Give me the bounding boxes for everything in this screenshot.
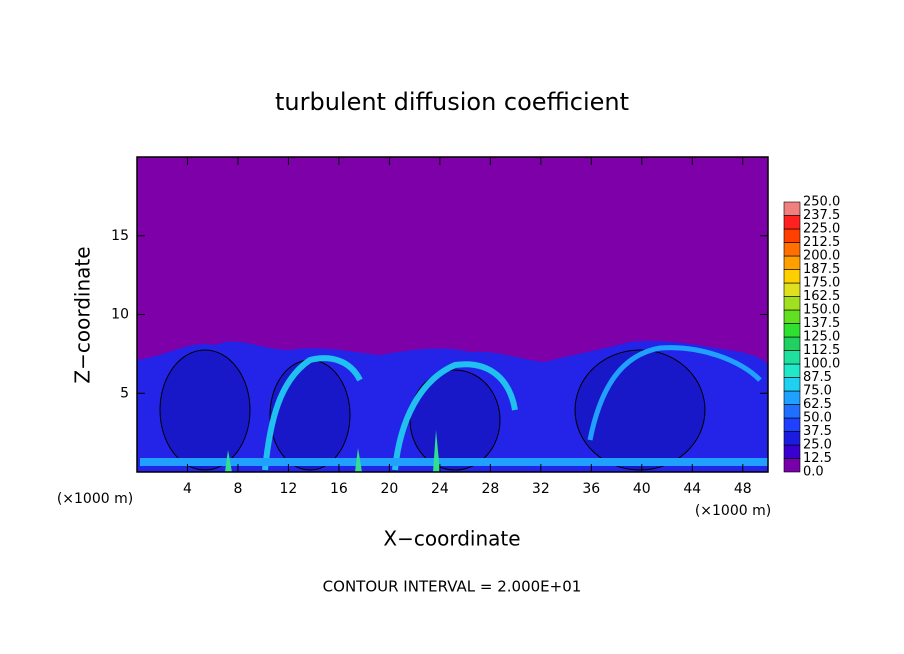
colorbar-swatch <box>783 444 801 459</box>
colorbar-swatch <box>783 296 801 311</box>
colorbar-label: 187.5 <box>803 262 840 277</box>
y-tick-label: 10 <box>111 307 129 323</box>
field-filament <box>262 355 363 471</box>
field-eddy <box>159 349 251 471</box>
colorbar-swatch <box>783 309 801 324</box>
colorbar-swatch <box>783 282 801 297</box>
colorbar-swatch <box>783 431 801 446</box>
y-axis-title: Z−coordinate <box>71 246 95 383</box>
x-tick-label: 24 <box>431 481 449 497</box>
colorbar-swatch <box>783 377 801 392</box>
colorbar-swatch <box>783 242 801 257</box>
colorbar-swatch <box>783 458 801 473</box>
colorbar-swatch <box>783 269 801 284</box>
colorbar-swatch <box>783 215 801 230</box>
colorbar-label: 62.5 <box>803 397 832 412</box>
colorbar-swatch <box>783 404 801 419</box>
field-eddy <box>409 369 501 471</box>
x-tick-label: 32 <box>532 481 550 497</box>
x-unit-label: (×1000 m) <box>695 503 771 519</box>
colorbar-swatch <box>783 417 801 432</box>
y-tick-label: 15 <box>111 228 129 244</box>
colorbar-label: 200.0 <box>803 249 840 264</box>
colorbar-label: 212.5 <box>803 235 840 250</box>
field-eddy <box>269 359 351 471</box>
x-tick-label: 48 <box>734 481 752 497</box>
colorbar-label: 37.5 <box>803 424 832 439</box>
colorbar-label: 250.0 <box>803 195 840 210</box>
colorbar-swatch <box>783 390 801 405</box>
colorbar-label: 162.5 <box>803 289 840 304</box>
colorbar-label: 237.5 <box>803 208 840 223</box>
colorbar-swatch <box>783 350 801 365</box>
x-tick-label: 4 <box>183 481 192 497</box>
colorbar-label: 225.0 <box>803 222 840 237</box>
y-tick-label: 5 <box>120 385 129 401</box>
colorbar-swatch <box>783 255 801 270</box>
colorbar-label: 112.5 <box>803 343 840 358</box>
field <box>137 157 768 472</box>
x-unit-label: (×1000 m) <box>57 491 133 507</box>
colorbar-label: 175.0 <box>803 276 840 291</box>
x-tick-label: 28 <box>481 481 499 497</box>
colorbar-swatch <box>783 336 801 351</box>
field-filament <box>587 345 762 441</box>
x-tick-label: 44 <box>683 481 701 497</box>
colorbar-label: 25.0 <box>803 438 832 453</box>
colorbar-label: 12.5 <box>803 451 832 466</box>
colorbar-swatch <box>783 228 801 243</box>
colorbar-label: 75.0 <box>803 384 832 399</box>
x-tick-label: 8 <box>233 481 242 497</box>
x-tick-label: 20 <box>380 481 398 497</box>
colorbar-label: 137.5 <box>803 316 840 331</box>
field-eddy <box>574 349 706 471</box>
colorbar-swatch <box>783 323 801 338</box>
colorbar-label: 0.0 <box>803 465 824 480</box>
field-filament <box>392 361 518 471</box>
footer-note: CONTOUR INTERVAL = 2.000E+01 <box>323 578 582 596</box>
colorbar-label: 150.0 <box>803 303 840 318</box>
x-tick-label: 12 <box>280 481 298 497</box>
colorbar-label: 100.0 <box>803 357 840 372</box>
x-tick-label: 40 <box>633 481 651 497</box>
chart-title: turbulent diffusion coefficient <box>275 88 629 116</box>
x-tick-label: 36 <box>582 481 600 497</box>
x-tick-label: 16 <box>330 481 348 497</box>
colorbar-label: 50.0 <box>803 411 832 426</box>
colorbar-label: 87.5 <box>803 370 832 385</box>
colorbar-swatch <box>783 201 801 216</box>
x-axis-title: X−coordinate <box>383 527 520 551</box>
colorbar-label: 125.0 <box>803 330 840 345</box>
colorbar-swatch <box>783 363 801 378</box>
